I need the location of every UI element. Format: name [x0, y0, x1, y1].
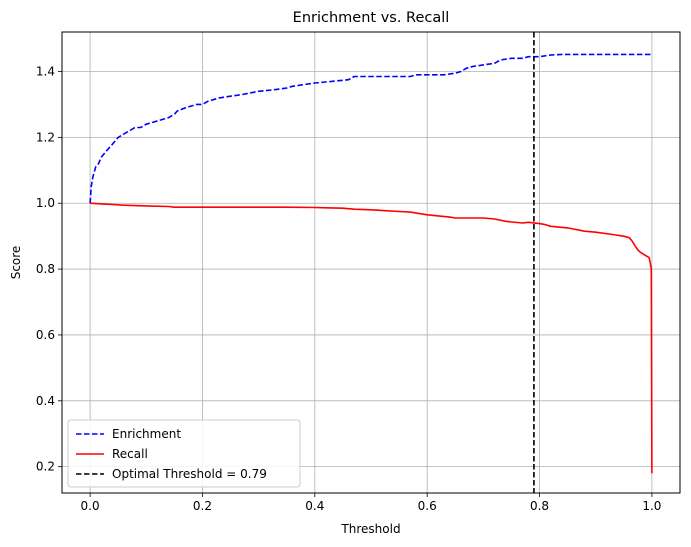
- x-tick-label: 0.0: [81, 499, 100, 513]
- y-tick-label: 1.2: [36, 130, 55, 144]
- legend-box: [67, 419, 301, 488]
- y-tick-label: 0.8: [36, 262, 55, 276]
- grid: [62, 32, 680, 493]
- axes-frame: [61, 31, 681, 494]
- y-axis-title: Score: [9, 246, 23, 280]
- y-tick-label: 0.6: [36, 328, 55, 342]
- legend: Enrichment Recall Optimal Threshold = 0.79: [67, 419, 301, 488]
- chart-title: Enrichment vs. Recall: [293, 10, 450, 26]
- y-tick-label: 1.0: [36, 196, 55, 210]
- enrichment-line: [89, 53, 652, 204]
- ticks: 0.0 0.2 0.4 0.6 0.8 1.0 0.2 0.4 0.6 0.8 1.0 1.2 1.4: [36, 65, 662, 513]
- recall-line: [90, 202, 653, 474]
- x-axis-title: Threshold: [340, 522, 400, 536]
- plot-lines: [89, 32, 653, 493]
- x-tick-label: 0.2: [193, 499, 212, 513]
- legend-label: Enrichment: [112, 427, 181, 441]
- x-tick-label: 0.4: [305, 499, 324, 513]
- y-tick-label: 0.4: [36, 394, 55, 408]
- x-tick-label: 0.8: [530, 499, 549, 513]
- y-tick-label: 1.4: [36, 65, 55, 79]
- x-tick-label: 1.0: [642, 499, 661, 513]
- y-tick-label: 0.2: [36, 460, 55, 474]
- legend-label: Optimal Threshold = 0.79: [112, 467, 267, 481]
- legend-label: Recall: [112, 447, 148, 461]
- x-tick-label: 0.6: [418, 499, 437, 513]
